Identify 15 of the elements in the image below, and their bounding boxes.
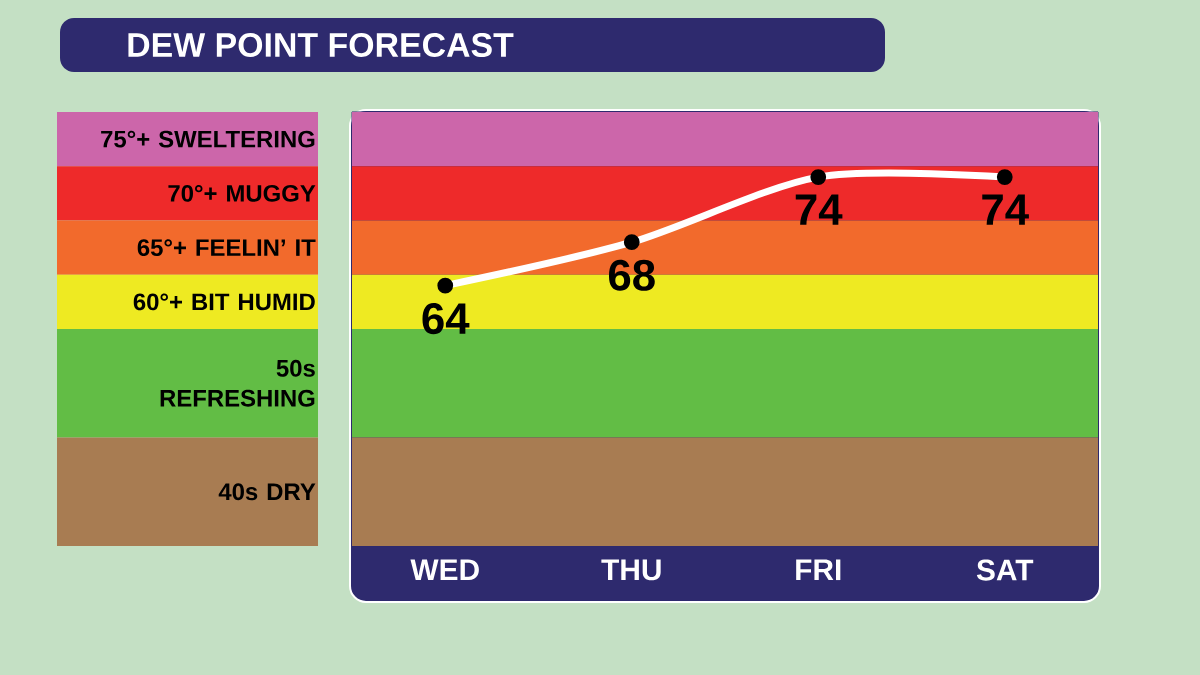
band-label: 65°+ FEELIN’ IT — [137, 239, 316, 257]
x-tick-label: FRI — [796, 559, 841, 581]
x-tick-label: WED — [410, 559, 479, 581]
chart-title: DEW POINT FORECAST — [128, 32, 514, 57]
x-tick-label: SAT — [976, 559, 1034, 581]
data-label: 68 — [608, 259, 655, 291]
band-label: 70°+ MUGGY — [168, 184, 316, 202]
band-label: 50s REFRESHING — [160, 359, 315, 407]
band-label: 75°+ SWELTERING — [101, 130, 315, 148]
data-label: 74 — [982, 194, 1029, 225]
band-label: 60°+ BIT HUMID — [133, 293, 315, 311]
data-label: 74 — [795, 194, 843, 225]
band-label: 40s DRY — [218, 483, 316, 501]
data-label: 64 — [422, 303, 470, 335]
x-tick-label: THU — [601, 559, 661, 581]
